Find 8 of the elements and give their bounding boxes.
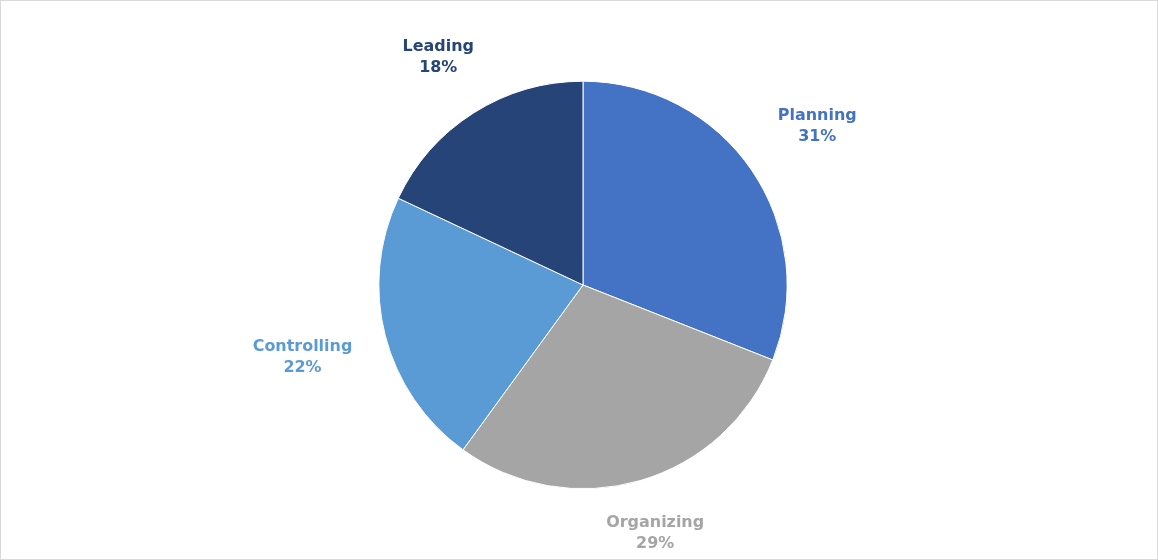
- slice-label: Organizing: [606, 512, 705, 532]
- slice-label: Leading: [402, 36, 474, 56]
- slice-label: Controlling: [252, 336, 353, 356]
- data-label: 18%: [419, 57, 458, 77]
- data-label: 31%: [798, 126, 837, 146]
- data-label: 29%: [636, 532, 675, 552]
- data-label: 22%: [283, 356, 322, 376]
- slice-label: Planning: [777, 105, 857, 125]
